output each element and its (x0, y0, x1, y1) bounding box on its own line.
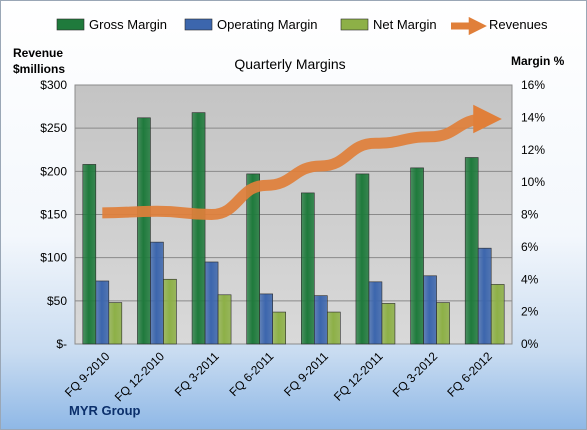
right-axis-tick-label: 6% (521, 240, 539, 254)
chart-title: Quarterly Margins (234, 56, 345, 72)
bar-operating-margin (95, 280, 110, 345)
category-label: FQ 9-2011 (281, 349, 331, 399)
left-axis-title-line1: Revenue (13, 46, 63, 60)
legend-swatch (184, 18, 213, 31)
bar-net-margin (381, 303, 396, 345)
bar-net-margin (436, 302, 450, 345)
legend-swatch (340, 18, 369, 31)
left-axis-tick-label: $150 (40, 208, 67, 222)
bar-net-margin (108, 302, 123, 345)
left-axis-title-line2: $millions (13, 62, 65, 76)
legend-label: Gross Margin (89, 17, 167, 32)
category-label: FQ 3-2011 (172, 349, 222, 399)
category-label: FQ 12-2010 (112, 349, 167, 404)
bar-gross-margin (137, 117, 151, 345)
bar-gross-margin (82, 164, 97, 345)
legend-label: Operating Margin (217, 17, 317, 32)
category-label: FQ 3-2012 (390, 349, 441, 400)
bar-net-margin (272, 311, 286, 345)
right-axis-tick-label: 14% (521, 110, 545, 124)
right-axis-tick-label: 4% (521, 272, 539, 286)
category-label: FQ 6-2011 (226, 349, 276, 399)
bar-net-margin (217, 294, 232, 345)
bar-operating-margin (423, 275, 437, 345)
left-axis-tick-label: $300 (40, 78, 67, 92)
right-axis-tick-label: 0% (521, 337, 539, 351)
bar-operating-margin (477, 247, 492, 345)
legend-label: Net Margin (373, 17, 437, 32)
right-axis-tick-label: 12% (521, 143, 545, 157)
category-label: FQ 9-2010 (62, 349, 113, 400)
bar-operating-margin (204, 261, 219, 345)
bar-gross-margin (191, 112, 206, 345)
left-axis-tick-label: $200 (40, 164, 67, 178)
bar-operating-margin (259, 293, 273, 345)
right-axis-tick-label: 2% (521, 305, 539, 319)
category-label: FQ 12-2011 (331, 349, 386, 404)
bar-operating-margin (150, 241, 164, 345)
legend-swatch (56, 18, 85, 31)
bar-gross-margin (355, 173, 370, 345)
bar-net-margin (327, 311, 341, 345)
left-axis-tick-label: $250 (40, 121, 67, 135)
bar-net-margin (490, 284, 505, 345)
bar-gross-margin (464, 157, 479, 345)
left-axis-tick-label: $- (56, 337, 67, 351)
bar-gross-margin (301, 192, 315, 345)
bar-net-margin (163, 278, 177, 345)
revenue-line (102, 104, 502, 221)
left-axis-tick-label: $100 (40, 251, 67, 265)
right-axis-title: Margin % (511, 54, 565, 68)
right-axis-tick-label: 8% (521, 208, 539, 222)
bar-operating-margin (368, 281, 383, 345)
left-axis-tick-label: $50 (47, 294, 67, 308)
legend-label: Revenues (489, 17, 548, 32)
bar-operating-margin (314, 295, 328, 345)
right-axis-tick-label: 16% (521, 78, 545, 92)
source-label: MYR Group (69, 403, 141, 418)
right-axis-tick-label: 10% (521, 175, 545, 189)
category-label: FQ 6-2012 (444, 349, 495, 400)
bar-gross-margin (410, 167, 424, 345)
bar-gross-margin (246, 173, 260, 345)
